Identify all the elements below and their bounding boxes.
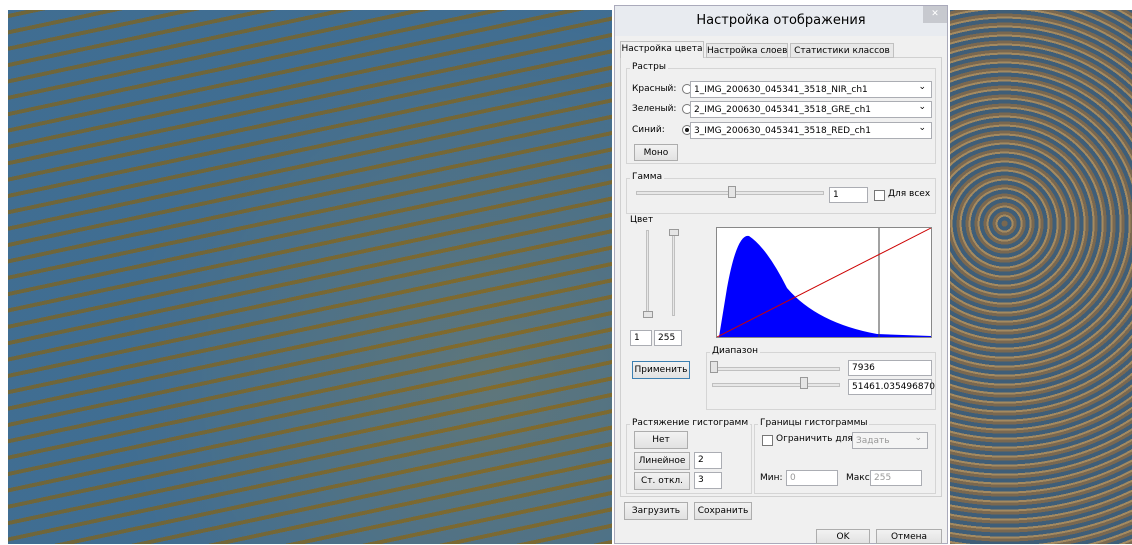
color-title: Цвет [630, 215, 653, 225]
spin[interactable]: 3 [694, 472, 722, 489]
max-input[interactable]: 255 [654, 330, 682, 346]
range-slider [712, 367, 840, 371]
min-input[interactable]: 1 [630, 330, 652, 346]
tab[interactable]: Статистики классов [790, 43, 894, 58]
vslider [672, 230, 675, 316]
title-bar: Настройка отображения [615, 6, 947, 36]
vslider [646, 230, 649, 316]
save-button[interactable]: Сохранить [694, 502, 752, 520]
tab[interactable]: Настройка цвета [620, 41, 704, 58]
set-select[interactable]: Задать [852, 432, 928, 449]
slider-thumb [643, 311, 653, 318]
tab[interactable]: Настройка слоев [706, 43, 788, 58]
screen: Настройка отображения ✕ (() => { const d… [0, 0, 1132, 544]
gamma-group-title: Гамма [630, 172, 664, 182]
channel-label: Красный: [632, 84, 676, 94]
range-group-title: Диапазон [710, 346, 760, 356]
stretch-group-title: Растяжение гистограмм [630, 418, 750, 428]
apply-button[interactable]: Применить [632, 361, 690, 379]
image-left [8, 10, 612, 544]
max-label: Макс: [846, 473, 873, 483]
checkbox[interactable] [874, 190, 885, 201]
min-input[interactable]: 0 [786, 470, 838, 486]
checkbox-label: Ограничить для: [776, 434, 856, 444]
image-right [950, 10, 1132, 544]
channel-label: Синий: [632, 125, 665, 135]
checkbox[interactable] [762, 435, 773, 446]
none-button[interactable]: Нет [634, 431, 688, 449]
raster-select[interactable]: 1_IMG_200630_045341_3518_NIR_ch1 [690, 81, 932, 98]
raster-select[interactable]: 3_IMG_200630_045341_3518_RED_ch1 [690, 122, 932, 139]
slider-thumb [800, 377, 808, 389]
mono-button[interactable]: Моно [634, 144, 678, 161]
rasters-group-title: Растры [630, 62, 668, 72]
range-low[interactable]: 7936 [848, 360, 932, 376]
gamma-input[interactable]: 1 [829, 187, 868, 203]
bounds-group-title: Границы гистограммы [758, 418, 869, 428]
min-label: Мин: [760, 473, 783, 483]
std-button[interactable]: Ст. откл. [634, 472, 690, 490]
max-input[interactable]: 255 [870, 470, 922, 486]
slider-thumb [710, 361, 718, 373]
slider-thumb [728, 186, 736, 198]
range-slider [712, 383, 840, 387]
range-high[interactable]: 51461.035496870 [848, 379, 932, 395]
channel-label: Зеленый: [632, 104, 676, 114]
ok-button[interactable]: OK [816, 529, 870, 544]
raster-select[interactable]: 2_IMG_200630_045341_3518_GRE_ch1 [690, 101, 932, 118]
checkbox-label: Для всех [888, 189, 930, 199]
title: Настройка отображения [696, 13, 865, 28]
load-button[interactable]: Загрузить [624, 502, 688, 520]
cancel-button[interactable]: Отмена [876, 529, 942, 544]
close-button[interactable]: ✕ [923, 6, 947, 23]
histogram-plot [717, 228, 931, 337]
spin[interactable]: 2 [694, 452, 722, 469]
histogram [716, 227, 932, 338]
slider-thumb [669, 229, 679, 236]
linear-button[interactable]: Линейное [634, 452, 690, 470]
